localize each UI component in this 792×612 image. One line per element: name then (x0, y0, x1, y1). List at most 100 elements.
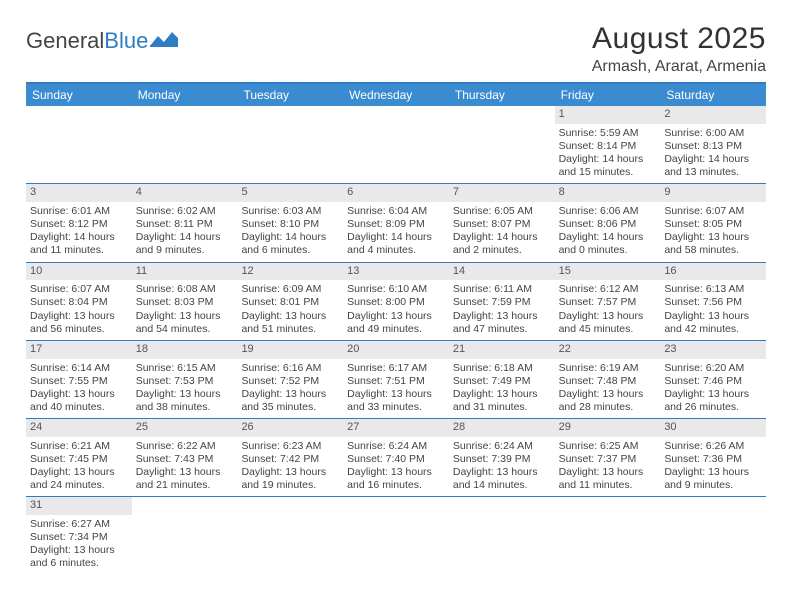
daylight-line2: and 11 minutes. (559, 479, 657, 492)
day-body: Sunrise: 6:24 AMSunset: 7:40 PMDaylight:… (343, 437, 449, 497)
daylight-line1: Daylight: 13 hours (664, 388, 762, 401)
day-cell: 3Sunrise: 6:01 AMSunset: 8:12 PMDaylight… (26, 184, 132, 261)
day-cell: 9Sunrise: 6:07 AMSunset: 8:05 PMDaylight… (660, 184, 766, 261)
day-body: Sunrise: 5:59 AMSunset: 8:14 PMDaylight:… (555, 124, 661, 184)
sunrise-text: Sunrise: 6:25 AM (559, 440, 657, 453)
day-cell: 18Sunrise: 6:15 AMSunset: 7:53 PMDayligh… (132, 341, 238, 418)
sunset-text: Sunset: 7:53 PM (136, 375, 234, 388)
day-empty (26, 106, 132, 183)
day-cell: 5Sunrise: 6:03 AMSunset: 8:10 PMDaylight… (237, 184, 343, 261)
day-empty (132, 106, 238, 183)
daylight-line1: Daylight: 13 hours (664, 310, 762, 323)
daylight-line1: Daylight: 14 hours (136, 231, 234, 244)
sunrise-text: Sunrise: 6:21 AM (30, 440, 128, 453)
day-body: Sunrise: 6:25 AMSunset: 7:37 PMDaylight:… (555, 437, 661, 497)
daylight-line2: and 26 minutes. (664, 401, 762, 414)
day-number: 6 (343, 184, 449, 202)
day-number: 18 (132, 341, 238, 359)
sunset-text: Sunset: 7:51 PM (347, 375, 445, 388)
day-cell: 10Sunrise: 6:07 AMSunset: 8:04 PMDayligh… (26, 263, 132, 340)
daylight-line1: Daylight: 14 hours (241, 231, 339, 244)
day-body: Sunrise: 6:03 AMSunset: 8:10 PMDaylight:… (237, 202, 343, 262)
day-body: Sunrise: 6:14 AMSunset: 7:55 PMDaylight:… (26, 359, 132, 419)
daylight-line1: Daylight: 13 hours (30, 388, 128, 401)
dow-cell: Sunday (26, 84, 132, 106)
day-number: 16 (660, 263, 766, 281)
week-row: 3Sunrise: 6:01 AMSunset: 8:12 PMDaylight… (26, 184, 766, 262)
daylight-line1: Daylight: 13 hours (453, 466, 551, 479)
sunrise-text: Sunrise: 6:23 AM (241, 440, 339, 453)
daylight-line1: Daylight: 13 hours (347, 388, 445, 401)
day-body: Sunrise: 6:17 AMSunset: 7:51 PMDaylight:… (343, 359, 449, 419)
day-empty (343, 497, 449, 574)
logo-text-a: General (26, 28, 104, 54)
daylight-line1: Daylight: 13 hours (559, 310, 657, 323)
sunrise-text: Sunrise: 6:26 AM (664, 440, 762, 453)
sunset-text: Sunset: 7:46 PM (664, 375, 762, 388)
daylight-line2: and 33 minutes. (347, 401, 445, 414)
daylight-line1: Daylight: 13 hours (347, 310, 445, 323)
page-title: August 2025 (592, 22, 766, 56)
daylight-line1: Daylight: 14 hours (30, 231, 128, 244)
sunrise-text: Sunrise: 6:20 AM (664, 362, 762, 375)
week-row: 24Sunrise: 6:21 AMSunset: 7:45 PMDayligh… (26, 419, 766, 497)
day-cell: 30Sunrise: 6:26 AMSunset: 7:36 PMDayligh… (660, 419, 766, 496)
sunrise-text: Sunrise: 6:11 AM (453, 283, 551, 296)
daylight-line2: and 51 minutes. (241, 323, 339, 336)
day-body: Sunrise: 6:13 AMSunset: 7:56 PMDaylight:… (660, 280, 766, 340)
week-row: 17Sunrise: 6:14 AMSunset: 7:55 PMDayligh… (26, 341, 766, 419)
daylight-line1: Daylight: 14 hours (453, 231, 551, 244)
sunset-text: Sunset: 7:59 PM (453, 296, 551, 309)
sunset-text: Sunset: 7:39 PM (453, 453, 551, 466)
day-body: Sunrise: 6:07 AMSunset: 8:05 PMDaylight:… (660, 202, 766, 262)
day-body: Sunrise: 6:27 AMSunset: 7:34 PMDaylight:… (26, 515, 132, 575)
dow-row: Sunday Monday Tuesday Wednesday Thursday… (26, 84, 766, 106)
day-number: 10 (26, 263, 132, 281)
sunrise-text: Sunrise: 6:07 AM (664, 205, 762, 218)
day-number: 13 (343, 263, 449, 281)
sunrise-text: Sunrise: 6:01 AM (30, 205, 128, 218)
sunrise-text: Sunrise: 6:16 AM (241, 362, 339, 375)
header: GeneralBlue August 2025 Armash, Ararat, … (26, 22, 766, 76)
daylight-line1: Daylight: 13 hours (347, 466, 445, 479)
sunrise-text: Sunrise: 6:17 AM (347, 362, 445, 375)
day-body: Sunrise: 6:19 AMSunset: 7:48 PMDaylight:… (555, 359, 661, 419)
daylight-line1: Daylight: 13 hours (30, 466, 128, 479)
daylight-line2: and 24 minutes. (30, 479, 128, 492)
day-cell: 19Sunrise: 6:16 AMSunset: 7:52 PMDayligh… (237, 341, 343, 418)
day-number: 31 (26, 497, 132, 515)
day-number: 14 (449, 263, 555, 281)
daylight-line2: and 6 minutes. (30, 557, 128, 570)
day-number: 20 (343, 341, 449, 359)
daylight-line2: and 40 minutes. (30, 401, 128, 414)
dow-cell: Tuesday (237, 84, 343, 106)
day-cell: 13Sunrise: 6:10 AMSunset: 8:00 PMDayligh… (343, 263, 449, 340)
day-body: Sunrise: 6:21 AMSunset: 7:45 PMDaylight:… (26, 437, 132, 497)
logo: GeneralBlue (26, 28, 178, 54)
sunrise-text: Sunrise: 6:22 AM (136, 440, 234, 453)
sunrise-text: Sunrise: 6:24 AM (347, 440, 445, 453)
daylight-line2: and 14 minutes. (453, 479, 551, 492)
daylight-line2: and 6 minutes. (241, 244, 339, 257)
dow-cell: Friday (555, 84, 661, 106)
day-number: 2 (660, 106, 766, 124)
day-number: 19 (237, 341, 343, 359)
daylight-line2: and 21 minutes. (136, 479, 234, 492)
day-number: 24 (26, 419, 132, 437)
day-empty (449, 497, 555, 574)
daylight-line2: and 56 minutes. (30, 323, 128, 336)
day-body: Sunrise: 6:18 AMSunset: 7:49 PMDaylight:… (449, 359, 555, 419)
daylight-line2: and 13 minutes. (664, 166, 762, 179)
daylight-line2: and 11 minutes. (30, 244, 128, 257)
day-cell: 14Sunrise: 6:11 AMSunset: 7:59 PMDayligh… (449, 263, 555, 340)
sunrise-text: Sunrise: 6:27 AM (30, 518, 128, 531)
day-body: Sunrise: 6:05 AMSunset: 8:07 PMDaylight:… (449, 202, 555, 262)
daylight-line1: Daylight: 13 hours (30, 310, 128, 323)
day-number: 1 (555, 106, 661, 124)
sunset-text: Sunset: 8:01 PM (241, 296, 339, 309)
sunset-text: Sunset: 8:10 PM (241, 218, 339, 231)
day-cell: 8Sunrise: 6:06 AMSunset: 8:06 PMDaylight… (555, 184, 661, 261)
daylight-line1: Daylight: 13 hours (664, 231, 762, 244)
sunset-text: Sunset: 7:36 PM (664, 453, 762, 466)
daylight-line2: and 9 minutes. (664, 479, 762, 492)
